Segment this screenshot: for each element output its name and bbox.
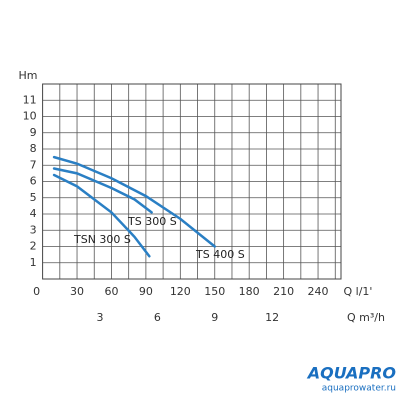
- curve: [52, 173, 151, 258]
- x-tick-label: 210: [273, 285, 294, 298]
- logo-site: aquaprowater.ru: [322, 384, 396, 394]
- x-tick-label: 60: [104, 285, 118, 298]
- x-tick-label: 240: [308, 285, 329, 298]
- curve: [52, 155, 217, 248]
- x2-tick-label: 6: [154, 311, 161, 324]
- curve-label: TS 400 S: [195, 248, 245, 261]
- curve-label: TS 300 S: [127, 215, 177, 228]
- y-tick-label: 6: [30, 175, 37, 188]
- x-tick-label: 0: [33, 285, 40, 298]
- y-tick-label: 2: [30, 240, 37, 253]
- x2-tick-label: 3: [96, 311, 103, 324]
- x-tick-label: 120: [170, 285, 191, 298]
- curve: [52, 167, 153, 214]
- x-tick-label: 30: [70, 285, 84, 298]
- y-tick-label: 5: [30, 191, 37, 204]
- y-tick-label: 7: [30, 158, 37, 171]
- logo-brand: AQUAPRO: [306, 364, 397, 383]
- y-tick-label: 9: [30, 126, 37, 139]
- y-tick-label: 11: [23, 93, 37, 106]
- x-tick-label: 90: [139, 285, 153, 298]
- y-axis-label: Hm: [19, 69, 38, 82]
- x2-axis-label: Q m³/h: [347, 311, 385, 324]
- y-tick-label: 1: [30, 256, 37, 269]
- x-tick-label: 180: [239, 285, 260, 298]
- y-tick-label: 4: [30, 207, 37, 220]
- y-tick-label: 3: [30, 223, 37, 236]
- y-tick-label: 10: [23, 110, 37, 123]
- x-tick-label: 150: [204, 285, 225, 298]
- x2-tick-label: 9: [211, 311, 218, 324]
- curve-label: TSN 300 S: [73, 233, 131, 246]
- x-axis-label: Q l/1': [344, 285, 373, 298]
- plot-frame: [42, 83, 342, 280]
- y-tick-label: 8: [30, 142, 37, 155]
- x2-tick-label: 12: [265, 311, 279, 324]
